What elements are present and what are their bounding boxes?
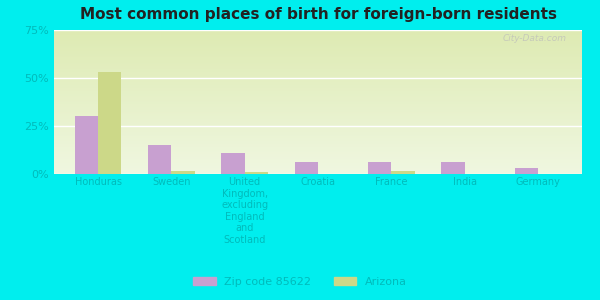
Bar [368,163,391,174]
Bar [74,116,98,174]
Legend: Zip code 85622, Arizona: Zip code 85622, Arizona [189,273,411,291]
Bar [295,163,318,174]
Text: Croatia: Croatia [301,177,335,187]
Text: Sweden: Sweden [152,177,191,187]
Bar [391,171,415,174]
Title: Most common places of birth for foreign-born residents: Most common places of birth for foreign-… [79,7,557,22]
Bar [98,72,121,174]
Bar [172,171,195,174]
Text: Germany: Germany [515,177,560,187]
Bar [245,172,268,174]
Bar [148,145,172,174]
Bar [221,153,245,174]
Text: City-Data.com: City-Data.com [502,34,566,43]
Bar [441,163,464,174]
Text: United
Kingdom,
excluding
England
and
Scotland: United Kingdom, excluding England and Sc… [221,177,268,245]
Bar [515,168,538,174]
Text: France: France [375,177,407,187]
Text: Honduras: Honduras [74,177,121,187]
Text: India: India [452,177,476,187]
